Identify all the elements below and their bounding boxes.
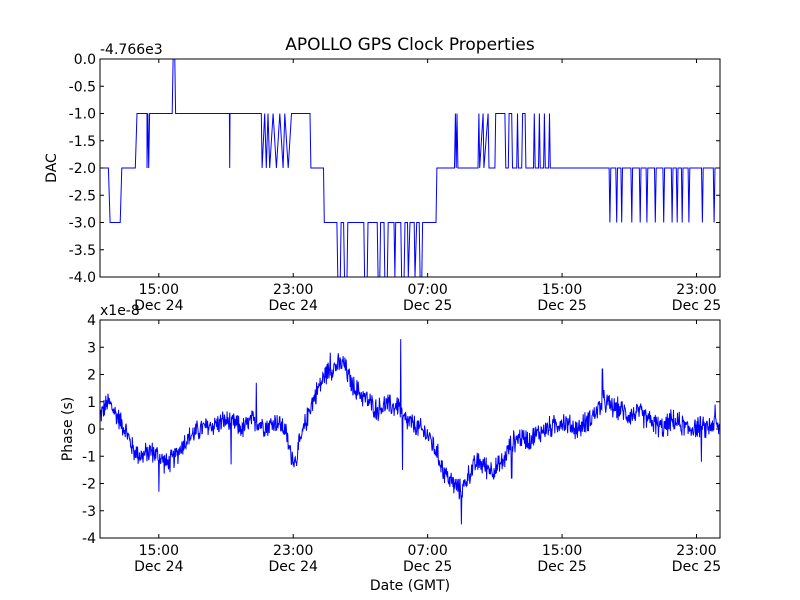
x-tick-time: 23:00 [676,282,716,298]
x-tick-date: Dec 24 [134,298,183,314]
x-tick-date: Dec 25 [537,559,586,575]
x-tick-time: 23:00 [273,543,313,559]
x-tick-time: 15:00 [542,282,582,298]
x-tick-date: Dec 24 [134,559,183,575]
y-tick-label: 3 [87,340,96,356]
offset-label: -4.766e3 [100,42,163,58]
y-tick-label: 4 [87,313,96,329]
y-tick-label: -1 [82,449,96,465]
y-axis-label: DAC [44,153,60,183]
x-tick-time: 07:00 [407,543,447,559]
x-tick-date: Dec 25 [403,298,452,314]
y-tick-label: 0.0 [74,52,96,68]
x-axis-label: Date (GMT) [370,578,450,594]
y-tick-label: -1.0 [69,107,96,123]
x-tick-date: Dec 25 [672,559,721,575]
x-tick-date: Dec 24 [269,298,318,314]
y-tick-label: -1.5 [69,134,96,150]
y-tick-label: -0.5 [69,79,96,95]
y-tick-label: 1 [87,395,96,411]
y-tick-label: -3 [82,504,96,520]
series-line [100,59,720,277]
dac-panel: 0.0 -0.5 -1.0 -1.5 -2.0 -2.5 -3.0 -3.5 -4.0 15:00… [44,42,721,314]
x-tick-date: Dec 25 [403,559,452,575]
y-tick-label: -2.5 [69,188,96,204]
series-line [100,339,720,525]
x-tick-time: 15:00 [139,282,179,298]
y-axis-label: Phase (s) [60,397,76,461]
y-tick-label: -4 [82,531,96,547]
offset-label: x1e-8 [100,303,140,319]
y-tick-label: 0 [87,422,96,438]
x-tick-time: 15:00 [139,543,179,559]
x-tick-time: 23:00 [676,543,716,559]
x-tick-time: 07:00 [407,282,447,298]
y-tick-label: 2 [87,368,96,384]
y-tick-label: -4.0 [69,270,96,286]
x-tick-date: Dec 24 [269,559,318,575]
x-tick-time: 23:00 [273,282,313,298]
x-tick-date: Dec 25 [672,298,721,314]
x-tick-date: Dec 25 [537,298,586,314]
figure-title: APOLLO GPS Clock Properties [285,35,535,55]
y-tick-label: -3.5 [69,243,96,259]
y-tick-label: -2 [82,477,96,493]
y-tick-label: -2.0 [69,161,96,177]
y-tick-label: -3.0 [69,216,96,232]
x-tick-time: 15:00 [542,543,582,559]
